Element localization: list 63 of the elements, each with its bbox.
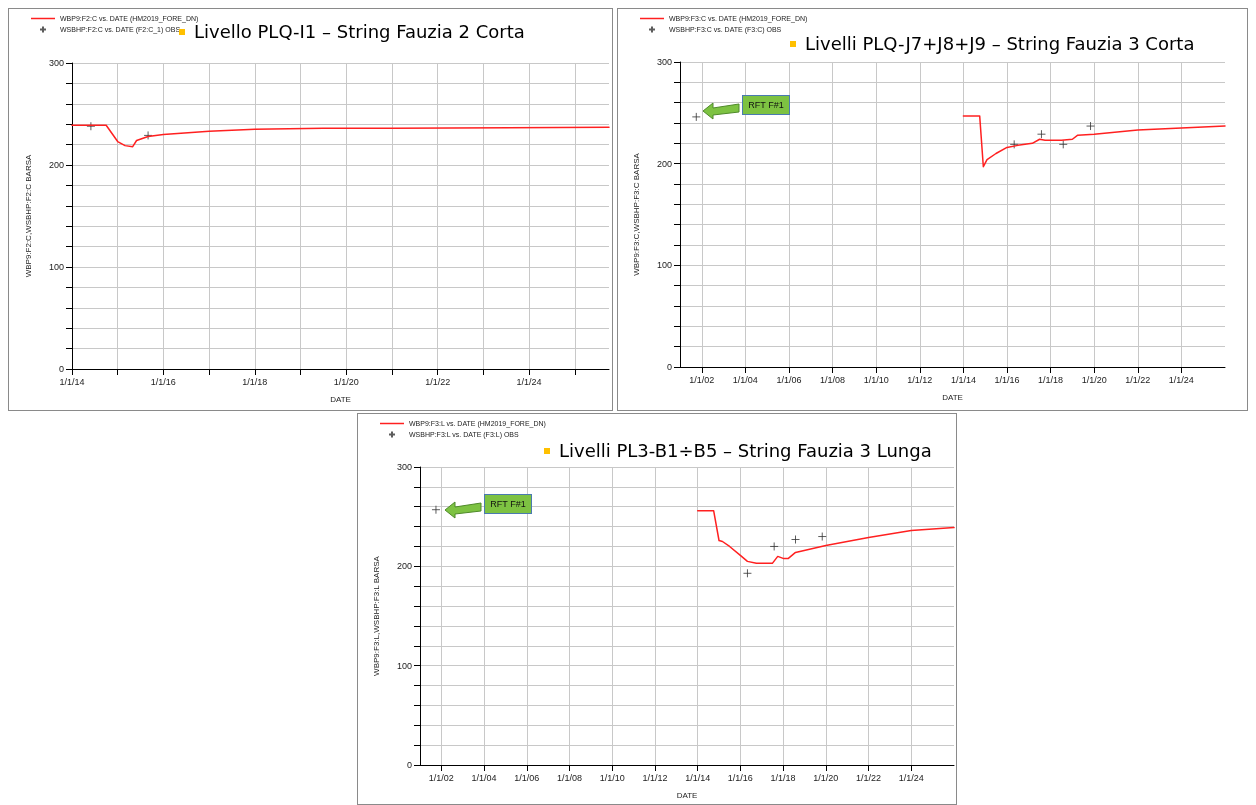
line-series xyxy=(71,124,610,148)
y-tick-label: 200 xyxy=(396,561,412,572)
x-tick-label: 1/1/08 xyxy=(820,374,846,385)
x-tick-label: 1/1/10 xyxy=(863,374,889,385)
x-axis-title: DATE xyxy=(942,392,963,402)
x-tick-label: 1/1/14 xyxy=(685,772,711,783)
x-tick-label: 1/1/14 xyxy=(59,376,85,387)
x-tick-label: 1/1/24 xyxy=(898,772,924,783)
y-tick-label: 0 xyxy=(406,760,412,770)
x-tick-label: 1/1/14 xyxy=(950,374,976,385)
y-tick-label: 200 xyxy=(656,158,672,169)
y-axis-title: WBP9:F3:C,WSBHP:F3:C BARSA xyxy=(631,152,641,276)
x-tick-label: 1/1/02 xyxy=(689,374,715,385)
x-tick-label: 1/1/02 xyxy=(428,772,454,783)
y-tick-label: 100 xyxy=(656,260,672,271)
annotation: RFT F#1 xyxy=(484,494,532,514)
x-tick-label: 1/1/06 xyxy=(514,772,540,783)
point xyxy=(1086,121,1096,131)
y-tick-label: 0 xyxy=(666,362,672,372)
line-series xyxy=(696,509,955,565)
chart-title: Livelli PL3-B1÷B5 – String Fauzia 3 Lunga xyxy=(559,440,932,461)
y-tick-label: 300 xyxy=(48,58,64,68)
x-tick-label: 1/1/18 xyxy=(242,376,268,387)
y-tick-label: 100 xyxy=(396,660,412,671)
point xyxy=(431,505,441,515)
chart-title: Livello PLQ-I1 – String Fauzia 2 Corta xyxy=(194,21,525,42)
y-tick-label: 200 xyxy=(48,160,64,170)
point xyxy=(742,568,752,578)
annotation: RFT F#1 xyxy=(742,95,790,115)
point xyxy=(1036,129,1046,139)
y-axis-title: WBP9:F3:L,WSBHP:F3:L BARSA xyxy=(371,555,381,676)
x-tick-label: 1/1/04 xyxy=(732,374,758,385)
x-tick-label: 1/1/12 xyxy=(642,772,668,783)
x-tick-label: 1/1/12 xyxy=(907,374,933,385)
y-tick-label: 0 xyxy=(58,364,64,374)
point xyxy=(691,112,701,122)
x-tick-label: 1/1/20 xyxy=(1081,374,1107,385)
y-tick-label: 100 xyxy=(48,262,64,272)
y-tick-label: 300 xyxy=(656,57,672,67)
chart-title: Livelli PLQ-J7+J8+J9 – String Fauzia 3 Corta xyxy=(805,33,1195,54)
point xyxy=(769,541,779,551)
x-tick-label: 1/1/24 xyxy=(516,376,542,387)
x-tick-label: 1/1/16 xyxy=(727,772,753,783)
x-tick-label: 1/1/06 xyxy=(776,374,802,385)
point xyxy=(817,532,827,542)
x-tick-label: 1/1/22 xyxy=(1125,374,1151,385)
x-tick-label: 1/1/10 xyxy=(599,772,625,783)
x-tick-label: 1/1/18 xyxy=(1038,374,1064,385)
x-tick-label: 1/1/08 xyxy=(556,772,582,783)
x-axis-title: DATE xyxy=(676,790,698,800)
x-tick-label: 1/1/20 xyxy=(333,376,359,387)
x-tick-label: 1/1/18 xyxy=(770,772,796,783)
x-tick-label: 1/1/16 xyxy=(150,376,176,387)
x-tick-label: 1/1/24 xyxy=(1168,374,1194,385)
x-tick-label: 1/1/04 xyxy=(471,772,497,783)
y-axis-title: WBP9:F2:C,WSBHP:F2:C BARSA xyxy=(23,154,33,278)
x-tick-label: 1/1/22 xyxy=(856,772,882,783)
x-tick-label: 1/1/20 xyxy=(813,772,839,783)
y-tick-label: 300 xyxy=(396,462,412,472)
x-axis-title: DATE xyxy=(330,394,351,404)
x-tick-label: 1/1/22 xyxy=(425,376,451,387)
line-series xyxy=(962,115,1226,168)
x-tick-label: 1/1/16 xyxy=(994,374,1020,385)
